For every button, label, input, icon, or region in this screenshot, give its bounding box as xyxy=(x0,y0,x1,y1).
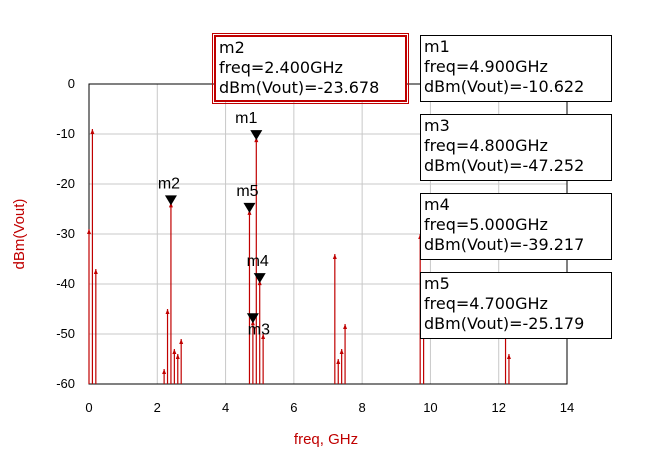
marker-readout-name: m3 xyxy=(424,116,450,135)
marker-label-m5: m5 xyxy=(236,183,258,200)
marker-readout-m3[interactable]: m3 freq=4.800GHz dBm(Vout)=-47.252 xyxy=(420,114,612,181)
y-axis-label: dBm(Vout) xyxy=(11,199,28,270)
spectral-line-tip xyxy=(332,254,337,259)
spectral-line-tip xyxy=(261,334,266,339)
marker-readout-m5[interactable]: m5 freq=4.700GHz dBm(Vout)=-25.179 xyxy=(420,272,612,339)
spectral-line-tip xyxy=(162,369,167,374)
marker-readout-value: dBm(Vout)=-25.179 xyxy=(424,314,585,333)
spectral-line-tip xyxy=(165,309,170,314)
x-tick-label: 8 xyxy=(359,400,366,415)
x-tick-label: 12 xyxy=(491,400,505,415)
marker-readout-name: m1 xyxy=(424,37,450,56)
marker-readout-freq: freq=4.700GHz xyxy=(424,294,548,313)
marker-triangle-m1 xyxy=(250,130,263,141)
x-tick-label: 10 xyxy=(423,400,437,415)
spectral-line-tip xyxy=(506,354,511,359)
marker-readout-value: dBm(Vout)=-47.252 xyxy=(424,156,585,175)
marker-readout-value: dBm(Vout)=-10.622 xyxy=(424,77,585,96)
marker-readout-value: dBm(Vout)=-23.678 xyxy=(219,78,380,97)
spectral-line-tip xyxy=(172,349,177,354)
x-tick-label: 6 xyxy=(290,400,297,415)
spectral-line-tip xyxy=(339,349,344,354)
marker-label-m3: m3 xyxy=(248,321,270,338)
marker-readout-name: m4 xyxy=(424,195,450,214)
x-axis-label: freq, GHz xyxy=(294,431,358,448)
marker-label-m4: m4 xyxy=(247,253,269,270)
y-tick-label: -30 xyxy=(56,226,75,241)
marker-triangle-m3 xyxy=(246,313,259,324)
marker-triangle-m2 xyxy=(164,195,177,206)
marker-readout-freq: freq=4.900GHz xyxy=(424,57,548,76)
x-tick-label: 4 xyxy=(222,400,229,415)
spectral-line-tip xyxy=(93,269,98,274)
y-tick-label: 0 xyxy=(68,76,75,91)
marker-readout-m4[interactable]: m4 freq=5.000GHz dBm(Vout)=-39.217 xyxy=(420,193,612,260)
y-tick-label: -50 xyxy=(56,326,75,341)
marker-readout-m2[interactable]: m2 freq=2.400GHz dBm(Vout)=-23.678 xyxy=(212,33,409,104)
marker-readout-value: dBm(Vout)=-39.217 xyxy=(424,235,585,254)
y-tick-label: -10 xyxy=(56,126,75,141)
marker-label-m1: m1 xyxy=(235,110,257,127)
x-tick-label: 2 xyxy=(154,400,161,415)
marker-readout-freq: freq=5.000GHz xyxy=(424,215,548,234)
spectral-line-tip xyxy=(175,354,180,359)
y-tick-label: -60 xyxy=(56,376,75,391)
x-tick-label: 0 xyxy=(85,400,92,415)
spectral-line-tip xyxy=(343,324,348,329)
spectral-line-tip xyxy=(87,229,91,234)
x-tick-label: 14 xyxy=(560,400,574,415)
spectral-line-tip xyxy=(90,129,95,134)
spectral-line-tip xyxy=(336,359,341,364)
marker-label-m2: m2 xyxy=(158,175,180,192)
marker-readout-freq: freq=4.800GHz xyxy=(424,136,548,155)
y-tick-label: -20 xyxy=(56,176,75,191)
marker-readout-m1[interactable]: m1 freq=4.900GHz dBm(Vout)=-10.622 xyxy=(420,35,612,102)
marker-readout-name: m2 xyxy=(219,38,245,57)
marker-readout-name: m5 xyxy=(424,274,450,293)
spectral-line-tip xyxy=(179,339,184,344)
marker-triangle-m4 xyxy=(253,273,266,284)
marker-triangle-m5 xyxy=(243,202,256,213)
y-tick-label: -40 xyxy=(56,276,75,291)
marker-readout-freq: freq=2.400GHz xyxy=(219,58,343,77)
